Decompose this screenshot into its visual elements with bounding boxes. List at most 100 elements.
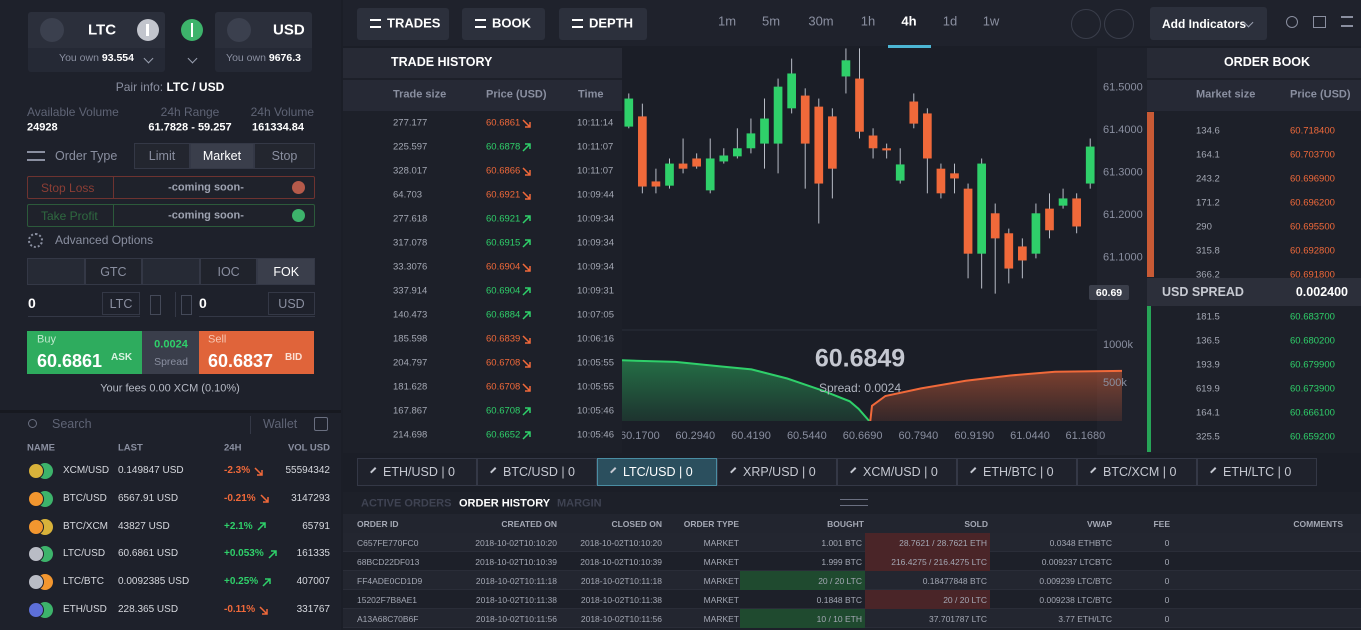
pair-tab[interactable] (837, 458, 957, 486)
trade-history-header: Trade size (393, 88, 447, 101)
pair-tab[interactable] (957, 458, 1077, 486)
wallet[interactable]: Wallet (263, 416, 298, 431)
tif-button[interactable] (257, 258, 315, 285)
pair-tab[interactable] (1077, 458, 1197, 486)
clock-icon[interactable] (1286, 16, 1298, 28)
interval[interactable]: 1w (982, 13, 1000, 29)
direction-arrow (522, 310, 531, 320)
direction-arrow (260, 494, 269, 504)
order-type-button[interactable] (190, 143, 254, 169)
order-book-title: ORDER BOOK (1223, 54, 1311, 69)
chart-type-icon[interactable] (1071, 9, 1101, 39)
amount-value[interactable]: 0 (28, 295, 36, 311)
x-tick-label: 60.4190 (731, 430, 771, 442)
depth-spread: Spread: 0.0024 (819, 381, 901, 395)
x-tick-label: 60.6690 (843, 430, 883, 442)
pair-tab[interactable] (357, 458, 477, 486)
search[interactable]: Search (52, 416, 92, 431)
market-header[interactable]: 24H (224, 442, 242, 454)
stepper[interactable] (150, 295, 161, 315)
buy-price: 60.6861 (37, 351, 103, 371)
market-pair: BTC/USD (63, 492, 107, 504)
market-header[interactable]: NAME (27, 442, 55, 454)
orders-row[interactable] (343, 552, 1361, 571)
candle-body (651, 181, 661, 187)
interval[interactable]: 1h (860, 13, 876, 29)
orders-cell: FF4ADE0CD1D9 (357, 575, 423, 586)
candle-body (1072, 198, 1081, 227)
market-volume: 65791 (302, 520, 330, 532)
stepper[interactable] (181, 295, 192, 315)
orders-cell: 20 / 20 LTC (943, 594, 987, 605)
candle-body (868, 135, 878, 149)
view-label: DEPTH (589, 15, 634, 31)
market-volume: 407007 (296, 576, 330, 588)
arrow-path (522, 334, 531, 344)
trade-price: 60.6861 (486, 117, 521, 129)
orders-row[interactable] (343, 533, 1361, 552)
own-label: You own (226, 51, 266, 64)
litecoin-glyph (146, 24, 149, 36)
orders-cell: 0.009237 LTCBTC (1041, 556, 1112, 567)
market-header[interactable]: VOL USD (287, 442, 330, 454)
bid-price: 60.679900 (1290, 359, 1335, 371)
indicators-button[interactable] (1150, 7, 1267, 40)
interval-underline (888, 45, 931, 48)
x-tick-label: 61.1680 (1066, 430, 1106, 442)
bid-size: 164.1 (1196, 407, 1220, 419)
pair-tab[interactable] (597, 458, 717, 486)
y-tick-label: 61.1000 (1103, 251, 1143, 263)
orders-cell: MARKET (703, 556, 739, 567)
view-button[interactable] (462, 8, 545, 40)
orders-tab[interactable]: MARGIN (557, 497, 602, 510)
depth-area (870, 370, 1122, 421)
order-type-button[interactable] (134, 143, 190, 169)
pair-tab[interactable] (717, 458, 837, 486)
wallet-icon[interactable] (314, 417, 328, 431)
order-book-panel (1147, 48, 1361, 453)
view-button[interactable] (357, 8, 449, 40)
window-icon[interactable] (1313, 16, 1326, 28)
ask-price: 60.696200 (1290, 197, 1335, 209)
trade-size: 277.618 (393, 213, 428, 225)
drag-handle[interactable] (840, 499, 868, 506)
tif-button[interactable] (84, 258, 143, 285)
pair-tab-label: BTC/USD | 0 (503, 464, 576, 479)
orders-cell: MARKET (703, 537, 739, 548)
stat-value: 61.7828 - 59.257 (148, 121, 232, 134)
pair-tab[interactable] (477, 458, 597, 486)
orders-cell: 10 / 10 ETH (816, 613, 862, 624)
orders-tab[interactable]: ACTIVE ORDERS (361, 497, 452, 510)
field-check (292, 181, 305, 194)
interval[interactable]: 5m (761, 13, 781, 29)
amount-divider (175, 292, 176, 317)
stat-value: 161334.84 (252, 121, 304, 134)
order-type-button[interactable] (254, 143, 315, 169)
tif-button[interactable] (199, 258, 258, 285)
pair-tab[interactable] (1197, 458, 1317, 486)
interval[interactable]: 1d (942, 13, 958, 29)
dollar-glyph (191, 23, 193, 37)
interval[interactable]: 1m (717, 13, 737, 29)
market-last: 0.149847 USD (118, 465, 184, 476)
view-button[interactable] (559, 8, 647, 40)
orders-tab[interactable]: ORDER HISTORY (459, 497, 551, 510)
advanced-options[interactable]: Advanced Options (55, 233, 154, 247)
indicators-label: Add Indicators (1162, 17, 1247, 31)
sell-button[interactable] (199, 331, 314, 374)
menu-icon[interactable] (1341, 16, 1353, 27)
trade-size: 204.797 (393, 357, 428, 369)
buy-button[interactable] (27, 331, 142, 374)
chart-type-icon[interactable] (1104, 9, 1134, 39)
amount-unit-box (268, 292, 315, 315)
interval[interactable]: 30m (808, 13, 834, 29)
market-header[interactable]: LAST (118, 442, 143, 454)
amount-value[interactable]: 0 (199, 295, 207, 311)
market-change: +2.1% (224, 520, 253, 532)
orders-cell: 2018-10-02T10:10:20 (475, 537, 557, 548)
direction-arrow (522, 238, 531, 248)
field-check (292, 209, 305, 222)
search-icon (28, 419, 37, 428)
orders-row[interactable] (343, 590, 1361, 609)
interval[interactable]: 4h (901, 13, 917, 29)
